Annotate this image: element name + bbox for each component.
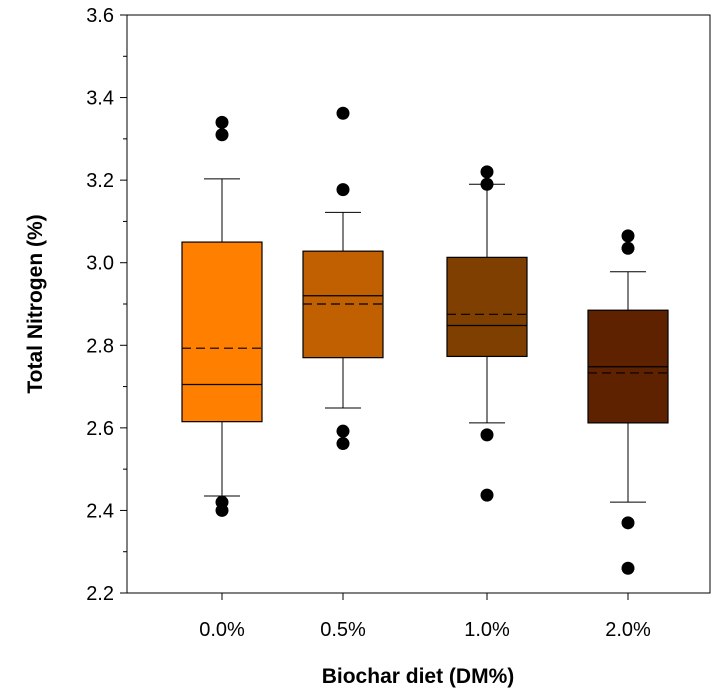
outlier-point [480, 165, 494, 179]
box-group [587, 229, 669, 575]
outlier-point [336, 183, 350, 197]
x-tick-label: 1.0% [464, 619, 510, 641]
outlier-point [215, 128, 229, 142]
outlier-point [215, 503, 229, 517]
box-group [302, 106, 384, 451]
x-tick-label: 2.0% [605, 619, 651, 641]
outlier-point [621, 229, 635, 243]
boxes-layer [181, 106, 669, 575]
outlier-point [336, 437, 350, 451]
ticks-layer: 2.2 2.4 2.6 2.8 3.0 3.2 3.4 3.6 0.0% 0.5% 1.0% 2.0% [86, 5, 651, 641]
outlier-point [621, 561, 635, 575]
y-tick-label: 3.2 [86, 170, 114, 192]
box-group [446, 165, 528, 502]
y-tick-label: 2.6 [86, 418, 114, 440]
box-iqr [181, 241, 263, 423]
y-tick-label: 2.4 [86, 500, 114, 522]
outlier-point [480, 177, 494, 191]
y-axis-title: Total Nitrogen (%) [24, 214, 47, 393]
x-tick-label: 0.5% [320, 619, 366, 641]
box-group [181, 115, 263, 517]
outlier-point [336, 106, 350, 120]
outlier-point [336, 424, 350, 438]
y-tick-label: 2.8 [86, 335, 114, 357]
outlier-point [621, 516, 635, 530]
x-axis-title: Biochar diet (DM%) [322, 665, 515, 688]
y-tick-label: 2.2 [86, 583, 114, 605]
y-tick-label: 3.0 [86, 253, 114, 275]
outlier-point [480, 428, 494, 442]
box-iqr [302, 250, 384, 359]
y-tick-label: 3.6 [86, 5, 114, 27]
outlier-point [215, 115, 229, 129]
y-tick-label: 3.4 [86, 88, 114, 110]
outlier-point [621, 241, 635, 255]
box-iqr [446, 256, 528, 358]
x-tick-label: 0.0% [199, 619, 245, 641]
outlier-point [480, 488, 494, 502]
